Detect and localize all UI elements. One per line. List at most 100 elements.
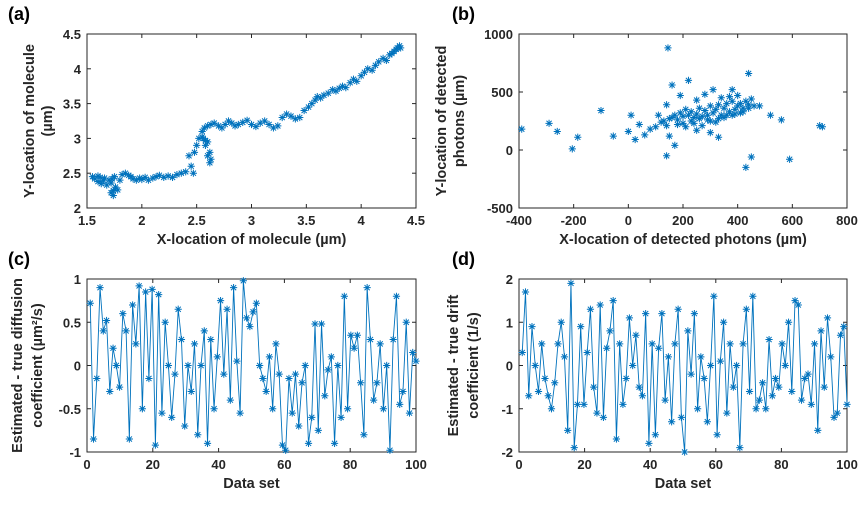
data-point xyxy=(210,405,218,413)
panel-c: 0 20 40 60 80 100 -1 -0.5 0 0.5 1 Data set Estimated… xyxy=(8,249,427,492)
data-point xyxy=(723,111,731,119)
data-point xyxy=(360,68,369,76)
data-point xyxy=(177,169,185,177)
data-point xyxy=(816,122,824,130)
data-point xyxy=(833,409,841,417)
data-point xyxy=(308,413,316,421)
data-point xyxy=(210,119,218,127)
data-point xyxy=(747,153,755,161)
data-point xyxy=(663,101,671,109)
panel-a: 1.5 2 2.5 3 3.5 4 4.522.533.544.5X-location of… xyxy=(8,4,425,248)
data-point xyxy=(149,174,157,182)
data-point xyxy=(151,441,160,449)
data-point xyxy=(317,320,326,328)
data-point xyxy=(695,104,703,112)
data-point xyxy=(568,145,576,153)
data-point xyxy=(706,102,714,110)
data-point xyxy=(94,177,102,186)
data-point xyxy=(747,95,755,103)
data-point xyxy=(521,288,530,296)
data-point xyxy=(100,174,109,182)
data-point xyxy=(645,439,653,447)
data-point xyxy=(665,115,673,123)
x-axis-label: X-location of detected photons (µm) xyxy=(559,232,807,248)
data-point xyxy=(337,413,345,421)
data-point xyxy=(171,370,179,378)
data-point xyxy=(316,94,325,102)
y-axis-label-line2: coefficient (1/s) xyxy=(466,312,482,419)
data-point xyxy=(282,110,291,118)
data-point xyxy=(324,366,332,374)
data-point xyxy=(762,405,770,413)
data-point xyxy=(291,115,299,123)
data-point xyxy=(742,163,750,171)
data-point xyxy=(712,118,720,126)
data-point xyxy=(371,61,380,69)
data-point xyxy=(412,357,420,365)
data-point xyxy=(676,109,684,117)
data-point xyxy=(716,357,724,365)
y-tick-label: -1 xyxy=(501,402,513,417)
data-point xyxy=(590,383,598,391)
data-point xyxy=(136,174,144,182)
data-point xyxy=(234,120,242,129)
data-point xyxy=(213,353,221,361)
data-point xyxy=(661,396,669,404)
data-point xyxy=(382,56,390,65)
data-point xyxy=(259,374,267,383)
data-point xyxy=(94,172,102,180)
y-axis-label: Estimated - true drift xyxy=(446,294,462,436)
data-point xyxy=(820,383,828,391)
data-point xyxy=(518,125,526,133)
x-tick-label: 100 xyxy=(836,457,858,472)
data-point xyxy=(239,277,247,285)
panel-label: (d) xyxy=(452,249,475,269)
data-point xyxy=(736,100,744,108)
data-point xyxy=(103,181,111,189)
data-point xyxy=(107,179,115,187)
data-point xyxy=(560,353,569,361)
data-point xyxy=(723,100,731,108)
data-point xyxy=(739,340,747,348)
data-point xyxy=(693,110,701,118)
data-point xyxy=(728,97,736,105)
data-point xyxy=(729,383,737,391)
data-point xyxy=(603,344,611,352)
data-point xyxy=(731,105,739,113)
data-point xyxy=(122,327,130,335)
data-point xyxy=(765,335,773,344)
data-point xyxy=(553,127,561,136)
data-point xyxy=(616,340,624,348)
x-tick-label: 60 xyxy=(277,457,291,472)
data-point xyxy=(810,340,819,348)
data-point xyxy=(525,392,533,400)
data-point xyxy=(229,284,238,292)
y-tick-label: 0 xyxy=(506,143,513,158)
data-point xyxy=(296,113,304,122)
y-tick-label: 2 xyxy=(74,201,81,216)
data-point xyxy=(215,122,223,130)
data-point xyxy=(720,104,728,112)
data-point xyxy=(329,86,337,94)
data-point xyxy=(274,122,282,130)
data-point xyxy=(168,413,176,421)
data-point xyxy=(624,127,632,136)
data-point xyxy=(311,96,319,104)
data-point xyxy=(701,106,709,115)
data-point xyxy=(342,83,350,92)
data-point xyxy=(668,81,676,89)
data-point xyxy=(132,340,140,348)
x-tick-label: 0 xyxy=(83,457,90,472)
x-tick-label: 3 xyxy=(248,213,255,228)
data-point xyxy=(771,374,780,383)
data-point xyxy=(758,379,767,387)
data-point xyxy=(190,340,199,348)
data-point xyxy=(745,104,753,112)
data-point xyxy=(681,448,689,456)
data-point xyxy=(713,431,721,439)
data-point xyxy=(709,109,717,117)
x-tick-label: 400 xyxy=(727,213,749,228)
data-point xyxy=(200,327,208,335)
data-point xyxy=(91,175,99,183)
